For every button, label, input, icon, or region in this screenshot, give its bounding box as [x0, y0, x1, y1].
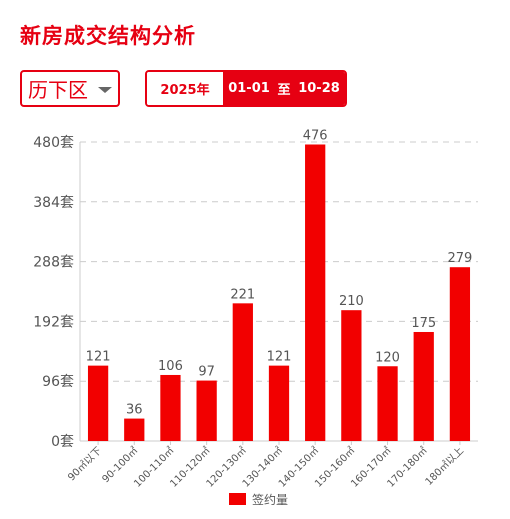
bar [196, 380, 217, 441]
data-label: 120 [375, 350, 400, 365]
bar-chart: 0套 96套 192套 288套 384套 480套 121 90㎡以下 36 90-100㎡ 10… [0, 120, 510, 515]
x-tick-label: 90㎡以下 [66, 445, 105, 484]
page-title: 新房成交结构分析 [20, 24, 196, 48]
y-tick-label: 384套 [33, 195, 74, 211]
data-label: 97 [198, 365, 215, 380]
year-selector[interactable]: 2025年 [147, 72, 223, 105]
data-label: 121 [267, 350, 292, 365]
end-date[interactable]: 10-28 [293, 72, 345, 105]
district-select-value: 历下区 [28, 78, 88, 102]
date-range-picker[interactable]: 2025年 01-01 至 10-28 [145, 70, 347, 107]
legend-label: 签约量 [252, 492, 288, 507]
bar [124, 418, 145, 441]
bar [413, 331, 434, 441]
data-label: 175 [411, 316, 436, 331]
x-tick-label: 180㎡以上 [423, 445, 466, 488]
data-label: 279 [447, 251, 472, 266]
bar [268, 365, 290, 441]
data-label: 210 [339, 294, 364, 309]
bar [305, 144, 326, 441]
bar [160, 374, 181, 441]
date-separator: 至 [275, 72, 293, 105]
data-label: 476 [303, 128, 328, 143]
bar-chart-svg: 0套96套192套288套384套480套12190㎡以下3690-100㎡10… [33, 128, 478, 507]
district-select[interactable]: 历下区 [20, 70, 120, 107]
data-label: 121 [86, 350, 111, 365]
bar [377, 366, 398, 441]
data-label: 106 [158, 359, 183, 374]
bar [232, 303, 253, 441]
bar [449, 267, 471, 441]
bar [341, 310, 362, 441]
bar [87, 365, 109, 441]
data-label: 36 [126, 403, 143, 418]
y-tick-label: 96套 [42, 374, 74, 390]
chevron-down-icon [98, 87, 112, 93]
data-label: 221 [230, 287, 255, 302]
y-tick-label: 480套 [33, 135, 74, 151]
y-tick-label: 192套 [33, 314, 74, 330]
y-tick-label: 0套 [51, 434, 74, 450]
legend-swatch [229, 493, 246, 505]
start-date[interactable]: 01-01 [223, 72, 275, 105]
y-tick-label: 288套 [33, 255, 74, 271]
